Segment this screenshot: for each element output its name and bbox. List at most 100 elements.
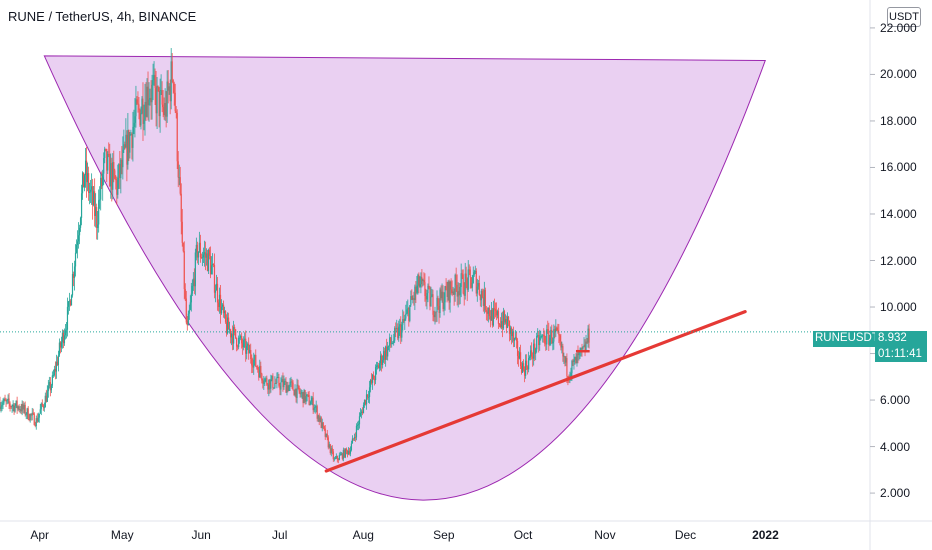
candle-body: [363, 399, 366, 406]
candle: [225, 314, 228, 337]
candle-body: [168, 86, 170, 91]
candle: [424, 273, 426, 302]
currency-badge[interactable]: USDT: [887, 7, 921, 27]
candle: [518, 347, 521, 360]
candle-body: [136, 99, 138, 104]
candle-body: [316, 406, 318, 419]
trendline[interactable]: [324, 310, 747, 473]
candle: [548, 322, 550, 351]
candle: [359, 408, 362, 417]
candle-body: [121, 159, 123, 168]
candle-body: [131, 133, 133, 148]
candle: [72, 271, 75, 287]
candle: [281, 375, 283, 383]
candle-body: [293, 390, 295, 396]
candle-body: [493, 308, 496, 310]
candle: [73, 260, 76, 291]
candle-body: [14, 405, 16, 412]
candle-body: [283, 381, 285, 388]
candle: [467, 260, 469, 292]
candle-body: [183, 251, 185, 290]
candle: [140, 106, 142, 130]
candle: [206, 249, 209, 272]
candle-body: [232, 333, 234, 344]
candle: [497, 307, 500, 329]
candle-body: [45, 395, 47, 402]
candle: [434, 306, 436, 325]
candle-body: [517, 355, 520, 359]
candle-body: [486, 311, 488, 314]
x-tick-label: Jun: [191, 528, 211, 542]
candle-body: [163, 107, 165, 116]
candle: [185, 290, 187, 325]
candle: [199, 234, 201, 263]
candle: [420, 272, 422, 294]
candle-body: [223, 311, 226, 314]
candle: [94, 178, 96, 227]
candle-body: [388, 345, 390, 347]
candle: [295, 388, 297, 403]
candle: [307, 391, 309, 398]
candle: [84, 148, 87, 188]
candle-body: [520, 366, 523, 373]
candle: [552, 337, 554, 351]
candle-body: [506, 316, 509, 328]
candle: [355, 423, 358, 441]
candle: [408, 306, 410, 327]
candle-body: [555, 327, 557, 332]
candle-body: [139, 109, 141, 126]
candle-body: [88, 173, 90, 193]
candle: [8, 393, 10, 409]
candle: [1, 400, 3, 412]
candle-body: [343, 449, 345, 458]
candle: [539, 329, 541, 351]
candle-body: [553, 329, 555, 342]
candle: [574, 356, 576, 365]
candle-body: [75, 244, 78, 253]
candle: [145, 82, 147, 121]
candle: [157, 85, 159, 92]
candle: [275, 378, 277, 385]
candle: [387, 341, 389, 361]
candle: [383, 346, 385, 363]
candle: [183, 241, 185, 300]
candle-body: [169, 86, 171, 102]
candle: [25, 412, 27, 420]
candle: [11, 404, 13, 413]
candle-body: [210, 265, 213, 275]
candle-body: [577, 353, 579, 356]
candle-body: [229, 329, 232, 338]
candle-body: [203, 252, 206, 255]
candle: [335, 453, 337, 459]
candle-body: [354, 437, 357, 438]
candle: [165, 91, 167, 128]
candle-body: [126, 134, 128, 165]
candle: [555, 319, 557, 337]
candle: [379, 360, 381, 372]
candle-body: [254, 354, 256, 360]
candle: [388, 345, 390, 351]
candle-body: [303, 390, 305, 404]
candle-body: [351, 438, 354, 444]
candle-body: [95, 207, 97, 216]
candle: [313, 404, 315, 413]
candle-body: [96, 207, 98, 228]
candle-body: [438, 306, 440, 313]
candle: [466, 277, 468, 302]
candle: [406, 301, 408, 315]
candle-body: [53, 369, 55, 376]
candle-body: [48, 382, 50, 386]
candle: [328, 441, 330, 449]
candle-body: [116, 180, 118, 195]
candle: [476, 278, 478, 302]
candle-body: [463, 293, 465, 296]
candle-body: [29, 414, 31, 421]
candle: [223, 306, 226, 319]
candle-body: [538, 335, 540, 346]
candle-body: [55, 361, 57, 372]
candle: [312, 392, 314, 414]
candle: [405, 304, 407, 321]
candle-body: [307, 394, 309, 396]
candle-body: [492, 308, 495, 326]
